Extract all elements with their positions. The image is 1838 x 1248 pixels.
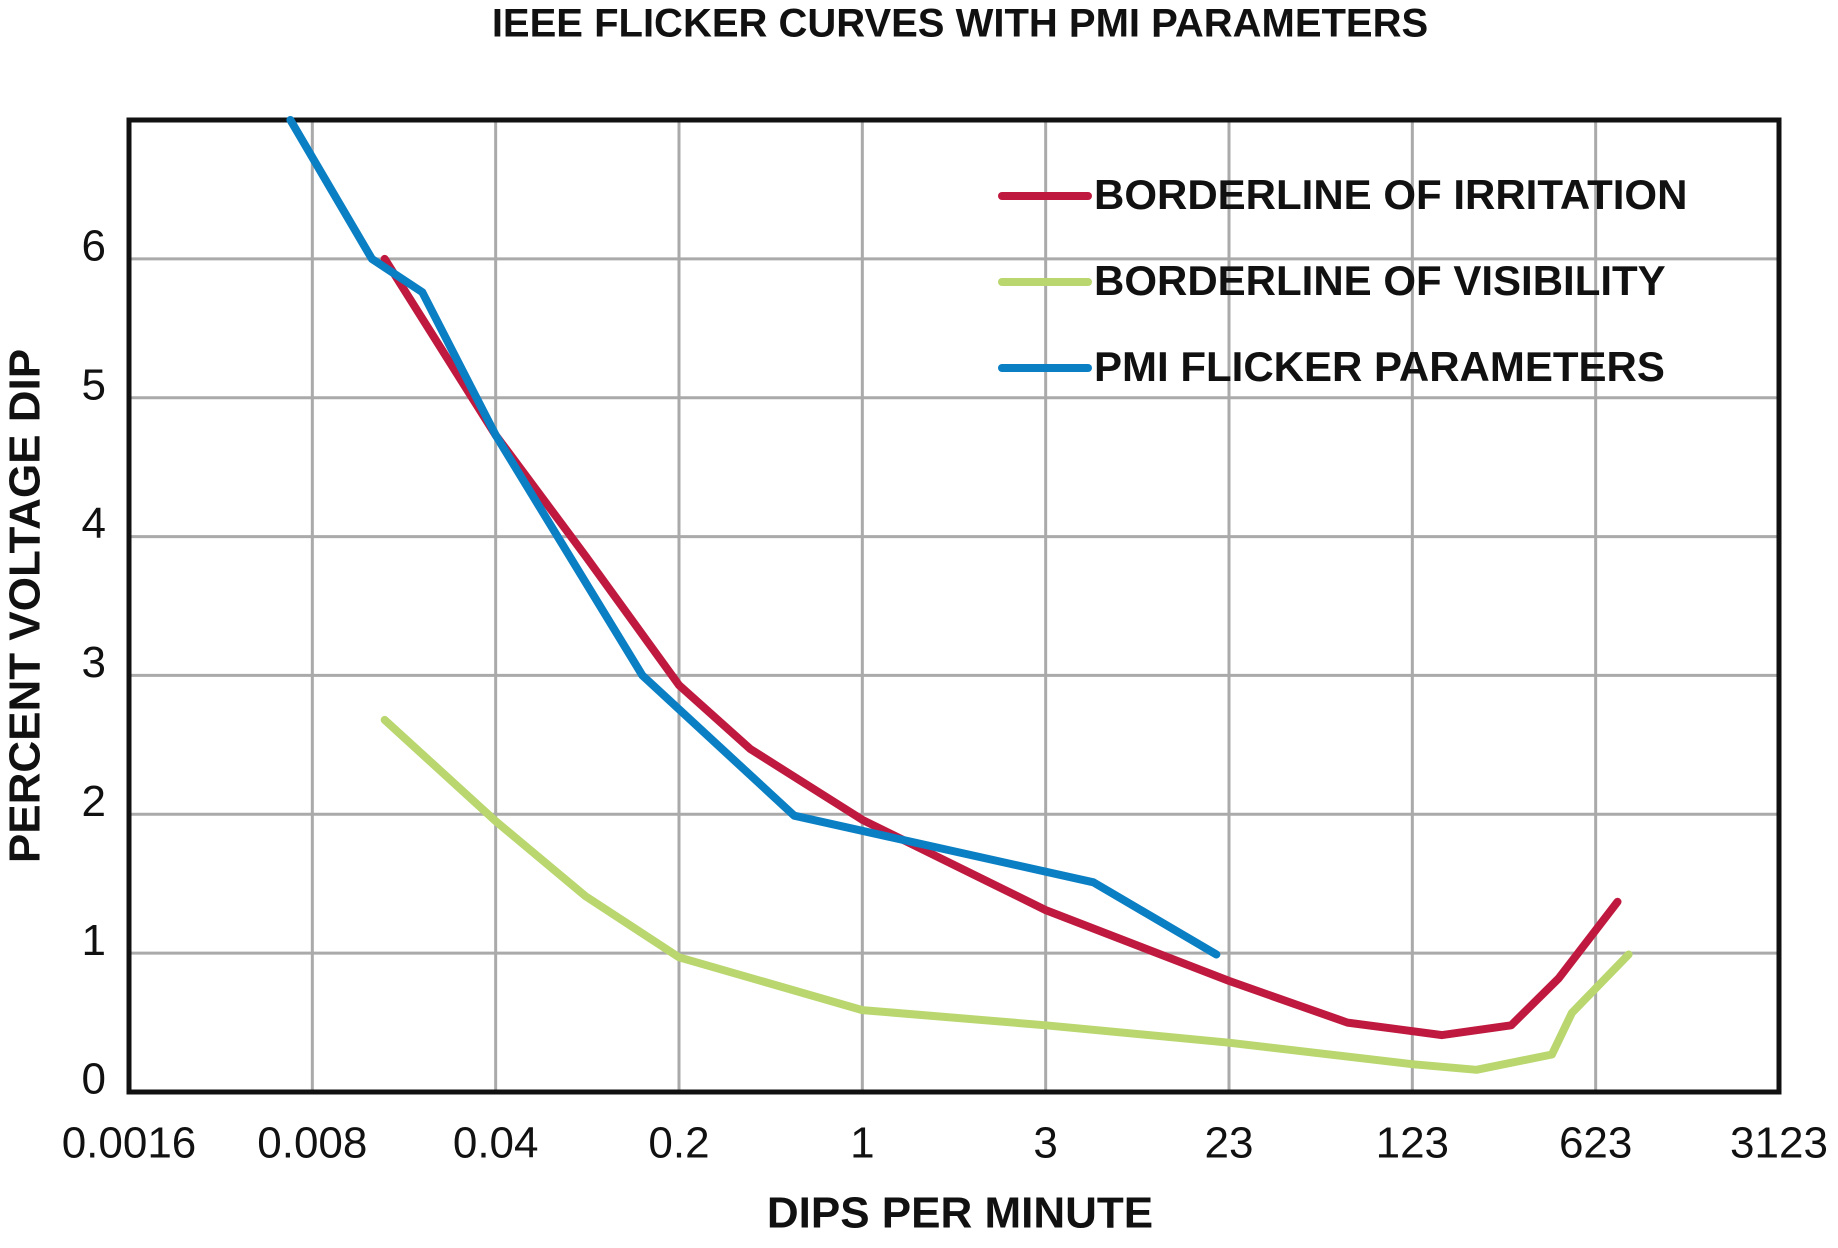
legend-label: BORDERLINE OF IRRITATION (1094, 171, 1687, 218)
x-tick-label: 623 (1559, 1119, 1632, 1168)
x-axis-label: DIPS PER MINUTE (767, 1189, 1153, 1238)
legend-label: BORDERLINE OF VISIBILITY (1094, 257, 1666, 304)
y-tick-label: 2 (82, 777, 106, 826)
legend-label: PMI FLICKER PARAMETERS (1094, 343, 1665, 390)
series-line (380, 715, 1633, 1074)
y-tick-label: 3 (82, 638, 106, 687)
y-tick-label: 6 (82, 221, 106, 270)
x-tick-label: 3123 (1730, 1119, 1828, 1168)
y-axis-label: PERCENT VOLTAGE DIP (1, 349, 50, 863)
x-tick-label: 1 (850, 1119, 874, 1168)
x-tick-label: 3 (1033, 1119, 1057, 1168)
x-tick-label: 123 (1376, 1119, 1449, 1168)
series-line (286, 116, 1221, 959)
y-tick-label: 0 (82, 1055, 106, 1104)
x-tick-label: 0.2 (648, 1119, 709, 1168)
x-tick-label: 0.0016 (62, 1119, 197, 1168)
x-tick-label: 0.04 (453, 1119, 539, 1168)
y-tick-label: 1 (82, 916, 106, 965)
legend: BORDERLINE OF IRRITATION BORDERLINE OF VI… (998, 171, 1687, 390)
x-tick-label: 0.008 (257, 1119, 367, 1168)
y-tick-label: 5 (82, 360, 106, 409)
series-line (380, 254, 1622, 1040)
y-tick-label: 4 (82, 499, 106, 548)
x-tick-label: 23 (1205, 1119, 1254, 1168)
chart-title: IEEE FLICKER CURVES WITH PMI PARAMETERS (492, 2, 1428, 46)
plot-frame (126, 117, 1782, 1095)
